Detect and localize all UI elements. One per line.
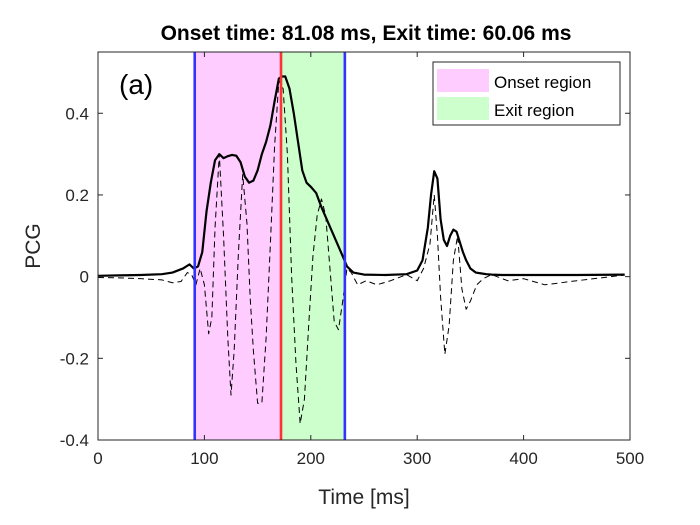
y-tick-label: -0.4	[60, 431, 89, 450]
shaded-regions	[194, 52, 345, 440]
legend-swatch-onset	[437, 69, 489, 92]
region-exit	[281, 52, 345, 440]
y-tick-label: 0	[80, 268, 89, 287]
legend-label-exit: Exit region	[494, 101, 574, 120]
x-tick-label: 400	[509, 449, 537, 468]
series-line-signal	[97, 80, 625, 425]
region-onset	[194, 52, 282, 440]
y-tick-label: 0.4	[65, 104, 89, 123]
x-axis-label: Time [ms]	[318, 486, 409, 509]
plot-frame	[97, 51, 631, 441]
series-line-envelope	[97, 75, 625, 277]
y-tick-label: 0.2	[65, 186, 89, 205]
x-tick-label: 500	[616, 449, 644, 468]
y-axis-label: PCG	[22, 223, 45, 269]
x-tick-label: 100	[190, 449, 218, 468]
x-tick-label: 300	[403, 449, 431, 468]
chart-title: Onset time: 81.08 ms, Exit time: 60.06 m…	[161, 22, 572, 45]
x-tick-label: 200	[297, 449, 325, 468]
marker-lines	[193, 52, 347, 440]
data-series	[97, 75, 625, 425]
panel-label: (a)	[119, 69, 153, 100]
axis-ticks: 0 100 200 300 400 500 -0.4 -0.2 0 0.2 0.4	[60, 52, 644, 468]
y-tick-label: -0.2	[60, 349, 89, 368]
legend: Onset region Exit region	[432, 61, 621, 126]
legend-swatch-exit	[437, 97, 489, 120]
x-tick-label: 0	[93, 449, 102, 468]
legend-label-onset: Onset region	[494, 73, 591, 92]
